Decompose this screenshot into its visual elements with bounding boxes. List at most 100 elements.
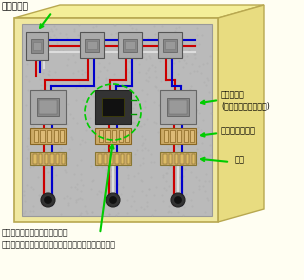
Bar <box>126 153 130 164</box>
Point <box>47 69 52 73</box>
Point <box>160 173 165 178</box>
Point <box>105 67 109 72</box>
Point <box>73 185 78 190</box>
Point <box>166 113 171 118</box>
Point <box>90 128 95 132</box>
Point <box>208 153 212 158</box>
Point <box>91 48 96 52</box>
Point <box>47 28 52 33</box>
Point <box>181 174 185 178</box>
Point <box>157 46 162 50</box>
Point <box>206 198 211 202</box>
Bar <box>174 153 178 164</box>
Point <box>125 114 130 118</box>
Point <box>161 175 166 179</box>
Point <box>193 56 198 60</box>
Point <box>197 111 202 116</box>
Point <box>43 147 48 151</box>
Bar <box>123 39 136 52</box>
Text: 黒く焼けたマグネットスイッチ: 黒く焼けたマグネットスイッチ <box>2 228 68 237</box>
Bar <box>98 153 102 164</box>
Point <box>113 213 118 217</box>
Text: サーマルリレー: サーマルリレー <box>221 126 256 135</box>
Point <box>37 88 42 92</box>
Point <box>176 144 181 149</box>
Text: 端子: 端子 <box>235 155 245 164</box>
Point <box>60 83 65 88</box>
Point <box>51 166 56 170</box>
Point <box>47 135 52 139</box>
Point <box>116 99 121 103</box>
Point <box>113 44 118 48</box>
Point <box>50 128 54 133</box>
Point <box>156 42 161 46</box>
Bar <box>177 130 181 142</box>
Point <box>110 158 115 163</box>
Point <box>107 185 112 189</box>
Bar <box>171 130 175 142</box>
Point <box>115 192 119 196</box>
Point <box>159 79 164 83</box>
Point <box>146 148 150 153</box>
Point <box>82 140 87 144</box>
Point <box>77 142 82 146</box>
Point <box>53 70 58 74</box>
Bar <box>33 42 41 50</box>
Point <box>78 189 83 193</box>
Point <box>168 45 173 49</box>
Point <box>189 62 194 67</box>
Point <box>73 200 78 204</box>
Point <box>109 191 114 196</box>
Point <box>164 71 169 75</box>
Point <box>195 130 200 134</box>
Bar <box>160 90 196 124</box>
Point <box>33 88 37 93</box>
Point <box>192 111 196 116</box>
Point <box>143 99 147 103</box>
Point <box>29 150 33 154</box>
Point <box>127 109 132 114</box>
Point <box>147 66 152 71</box>
Bar <box>30 152 66 165</box>
Point <box>168 47 172 52</box>
Text: 主スイッチ: 主スイッチ <box>2 2 29 11</box>
Point <box>51 104 56 108</box>
Point <box>193 51 198 56</box>
Point <box>99 164 104 169</box>
Point <box>204 171 209 176</box>
Point <box>201 184 206 188</box>
Point <box>59 151 64 155</box>
Point <box>166 160 171 164</box>
Point <box>55 41 60 45</box>
Point <box>102 140 107 145</box>
Point <box>39 106 43 111</box>
Point <box>140 189 145 193</box>
Point <box>40 190 45 194</box>
Point <box>47 151 52 156</box>
Point <box>44 83 49 88</box>
Point <box>137 162 142 167</box>
Point <box>105 97 110 102</box>
Point <box>201 118 206 122</box>
Point <box>172 53 177 58</box>
Point <box>164 171 169 175</box>
Point <box>164 39 169 43</box>
Point <box>132 121 137 125</box>
Point <box>54 88 59 93</box>
Point <box>143 51 147 55</box>
Point <box>99 94 104 99</box>
Point <box>185 138 190 143</box>
Point <box>104 76 109 81</box>
Point <box>180 54 185 59</box>
Bar <box>61 153 65 164</box>
Point <box>109 50 114 55</box>
Point <box>133 56 138 61</box>
Point <box>58 146 63 150</box>
Point <box>132 189 136 193</box>
Point <box>154 75 159 80</box>
Bar <box>85 39 98 52</box>
Point <box>71 52 75 57</box>
Point <box>45 190 50 195</box>
Point <box>63 162 68 167</box>
Point <box>153 121 158 125</box>
